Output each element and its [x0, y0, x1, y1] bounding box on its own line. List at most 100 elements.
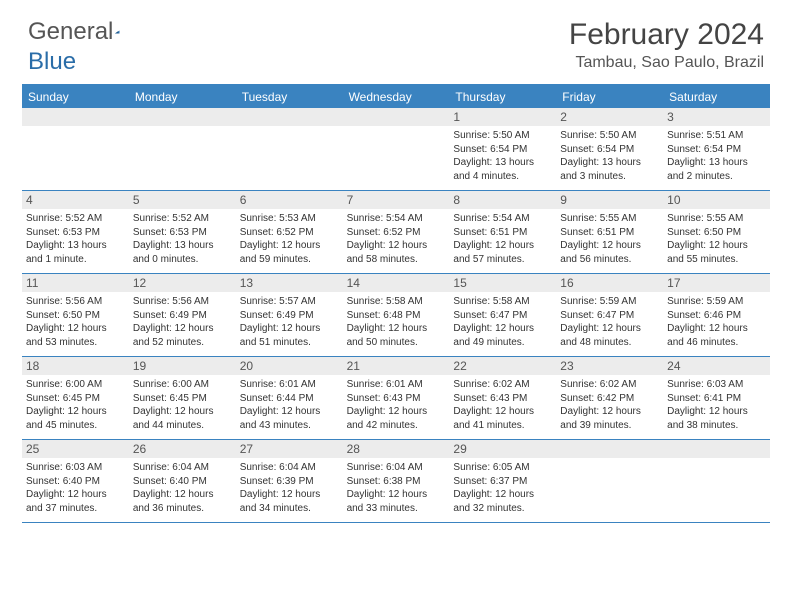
sunrise-text: Sunrise: 6:00 AM: [26, 378, 125, 392]
day-number: 23: [556, 357, 663, 375]
day-number: 7: [343, 191, 450, 209]
sunset-text: Sunset: 6:50 PM: [667, 226, 766, 240]
day-number: 27: [236, 440, 343, 458]
calendar: Sunday Monday Tuesday Wednesday Thursday…: [22, 84, 770, 523]
sunset-text: Sunset: 6:44 PM: [240, 392, 339, 406]
day-info: Sunrise: 5:58 AMSunset: 6:47 PMDaylight:…: [453, 295, 552, 349]
day-number: 1: [449, 108, 556, 126]
calendar-cell: 18Sunrise: 6:00 AMSunset: 6:45 PMDayligh…: [22, 357, 129, 439]
sunset-text: Sunset: 6:42 PM: [560, 392, 659, 406]
sunset-text: Sunset: 6:46 PM: [667, 309, 766, 323]
sunset-text: Sunset: 6:53 PM: [26, 226, 125, 240]
daylight-text: Daylight: 13 hours and 2 minutes.: [667, 156, 766, 183]
day-number: 19: [129, 357, 236, 375]
daylight-text: Daylight: 12 hours and 50 minutes.: [347, 322, 446, 349]
calendar-week: 4Sunrise: 5:52 AMSunset: 6:53 PMDaylight…: [22, 191, 770, 274]
day-info: Sunrise: 5:54 AMSunset: 6:52 PMDaylight:…: [347, 212, 446, 266]
calendar-cell: 9Sunrise: 5:55 AMSunset: 6:51 PMDaylight…: [556, 191, 663, 273]
sunset-text: Sunset: 6:54 PM: [667, 143, 766, 157]
calendar-cell: 26Sunrise: 6:04 AMSunset: 6:40 PMDayligh…: [129, 440, 236, 522]
daylight-text: Daylight: 13 hours and 3 minutes.: [560, 156, 659, 183]
day-number: 3: [663, 108, 770, 126]
calendar-cell: [556, 440, 663, 522]
day-number: [129, 108, 236, 126]
dayname-thursday: Thursday: [449, 86, 556, 108]
sunset-text: Sunset: 6:51 PM: [560, 226, 659, 240]
calendar-cell: 29Sunrise: 6:05 AMSunset: 6:37 PMDayligh…: [449, 440, 556, 522]
sunrise-text: Sunrise: 6:03 AM: [667, 378, 766, 392]
calendar-week: 11Sunrise: 5:56 AMSunset: 6:50 PMDayligh…: [22, 274, 770, 357]
day-number: 8: [449, 191, 556, 209]
calendar-cell: 27 Sunrise: 6:04 AMSunset: 6:39 PMDayligh…: [236, 440, 343, 522]
logo-text-2: Blue: [28, 48, 76, 75]
day-info: Sunrise: 6:04 AMSunset: 6:39 PMDaylight:…: [240, 461, 339, 515]
calendar-cell: 3 Sunrise: 5:51 AMSunset: 6:54 PMDaylight…: [663, 108, 770, 190]
day-number: [22, 108, 129, 126]
daylight-text: Daylight: 12 hours and 51 minutes.: [240, 322, 339, 349]
calendar-week: 1Sunrise: 5:50 AMSunset: 6:54 PMDaylight…: [22, 108, 770, 191]
day-number: [236, 108, 343, 126]
calendar-cell: 4Sunrise: 5:52 AMSunset: 6:53 PMDaylight…: [22, 191, 129, 273]
sunset-text: Sunset: 6:47 PM: [560, 309, 659, 323]
sunrise-text: Sunrise: 6:01 AM: [240, 378, 339, 392]
day-info: Sunrise: 6:00 AMSunset: 6:45 PMDaylight:…: [133, 378, 232, 432]
calendar-cell: 16 Sunrise: 5:59 AMSunset: 6:47 PMDayligh…: [556, 274, 663, 356]
daylight-text: Daylight: 12 hours and 46 minutes.: [667, 322, 766, 349]
day-number: 11: [22, 274, 129, 292]
page-subtitle: Tambau, Sao Paulo, Brazil: [569, 54, 764, 72]
day-info: Sunrise: 5:54 AMSunset: 6:51 PMDaylight:…: [453, 212, 552, 266]
day-number: 16: [556, 274, 663, 292]
day-number: 13: [236, 274, 343, 292]
calendar-cell: [663, 440, 770, 522]
sunrise-text: Sunrise: 5:59 AM: [560, 295, 659, 309]
day-info: Sunrise: 5:55 AMSunset: 6:50 PMDaylight:…: [667, 212, 766, 266]
day-number: 10: [663, 191, 770, 209]
dayname-friday: Friday: [556, 86, 663, 108]
logo-triangle-icon: [115, 22, 120, 42]
sunrise-text: Sunrise: 6:04 AM: [347, 461, 446, 475]
day-info: Sunrise: 5:57 AMSunset: 6:49 PMDaylight:…: [240, 295, 339, 349]
daylight-text: Daylight: 12 hours and 37 minutes.: [26, 488, 125, 515]
sunset-text: Sunset: 6:49 PM: [240, 309, 339, 323]
calendar-cell: 12Sunrise: 5:56 AMSunset: 6:49 PMDayligh…: [129, 274, 236, 356]
day-number: 14: [343, 274, 450, 292]
day-number: 28: [343, 440, 450, 458]
daylight-text: Daylight: 12 hours and 38 minutes.: [667, 405, 766, 432]
calendar-cell: [343, 108, 450, 190]
sunrise-text: Sunrise: 5:53 AM: [240, 212, 339, 226]
daylight-text: Daylight: 12 hours and 53 minutes.: [26, 322, 125, 349]
sunrise-text: Sunrise: 5:57 AM: [240, 295, 339, 309]
sunrise-text: Sunrise: 6:02 AM: [453, 378, 552, 392]
day-number: 21: [343, 357, 450, 375]
sunrise-text: Sunrise: 5:54 AM: [347, 212, 446, 226]
day-info: Sunrise: 5:55 AMSunset: 6:51 PMDaylight:…: [560, 212, 659, 266]
sunrise-text: Sunrise: 5:58 AM: [347, 295, 446, 309]
sunset-text: Sunset: 6:40 PM: [133, 475, 232, 489]
sunrise-text: Sunrise: 5:56 AM: [26, 295, 125, 309]
logo: General: [28, 18, 141, 46]
sunset-text: Sunset: 6:45 PM: [133, 392, 232, 406]
day-number: 18: [22, 357, 129, 375]
day-info: Sunrise: 6:02 AMSunset: 6:43 PMDaylight:…: [453, 378, 552, 432]
calendar-cell: 25Sunrise: 6:03 AMSunset: 6:40 PMDayligh…: [22, 440, 129, 522]
daylight-text: Daylight: 13 hours and 4 minutes.: [453, 156, 552, 183]
daylight-text: Daylight: 12 hours and 32 minutes.: [453, 488, 552, 515]
day-info: Sunrise: 5:56 AMSunset: 6:49 PMDaylight:…: [133, 295, 232, 349]
day-info: Sunrise: 6:02 AMSunset: 6:42 PMDaylight:…: [560, 378, 659, 432]
sunset-text: Sunset: 6:54 PM: [453, 143, 552, 157]
calendar-cell: 11Sunrise: 5:56 AMSunset: 6:50 PMDayligh…: [22, 274, 129, 356]
daylight-text: Daylight: 12 hours and 43 minutes.: [240, 405, 339, 432]
calendar-cell: 1Sunrise: 5:50 AMSunset: 6:54 PMDaylight…: [449, 108, 556, 190]
dayname-monday: Monday: [129, 86, 236, 108]
daylight-text: Daylight: 12 hours and 44 minutes.: [133, 405, 232, 432]
sunrise-text: Sunrise: 5:54 AM: [453, 212, 552, 226]
calendar-cell: [22, 108, 129, 190]
daylight-text: Daylight: 12 hours and 41 minutes.: [453, 405, 552, 432]
calendar-cell: 19 Sunrise: 6:00 AMSunset: 6:45 PMDayligh…: [129, 357, 236, 439]
daylight-text: Daylight: 12 hours and 48 minutes.: [560, 322, 659, 349]
sunrise-text: Sunrise: 5:51 AM: [667, 129, 766, 143]
daylight-text: Daylight: 12 hours and 59 minutes.: [240, 239, 339, 266]
calendar-cell: 8 Sunrise: 5:54 AMSunset: 6:51 PMDaylight…: [449, 191, 556, 273]
day-number: 22: [449, 357, 556, 375]
title-block: February 2024 Tambau, Sao Paulo, Brazil: [569, 18, 764, 72]
